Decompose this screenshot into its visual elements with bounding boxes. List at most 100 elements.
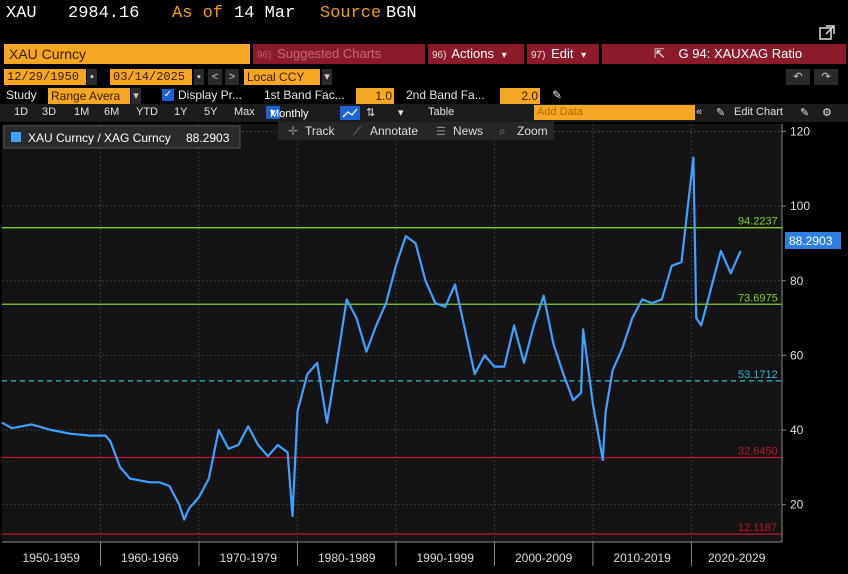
external-link-icon[interactable]: ⇱: [654, 46, 665, 61]
quote-header: XAU 2984.16 As of 14 Mar Source BGN: [0, 0, 848, 40]
study-label: Study: [6, 88, 37, 102]
track-button[interactable]: Track: [305, 124, 336, 138]
band2-field[interactable]: 2.0: [500, 88, 540, 104]
period-1d[interactable]: 1D: [14, 106, 29, 118]
security-field[interactable]: XAU Curncy: [4, 44, 250, 64]
start-calendar-icon[interactable]: ▪: [87, 69, 97, 85]
x-tick-label: 1960-1969: [121, 551, 179, 565]
legend-value: 88.2903: [186, 131, 230, 145]
date-range-bar: 12/29/1950 ▪ 03/14/2025 ▪ < > Local CCY …: [0, 69, 848, 87]
actions-label: Actions: [451, 46, 494, 61]
bands: 94.2237 73.6975 53.1712 32.6450 12.1187: [2, 216, 782, 535]
end-date-field[interactable]: 03/14/2025: [110, 69, 192, 85]
y-tick-label: 60: [790, 348, 804, 362]
frequency-dropdown[interactable]: Monthly ▾: [266, 106, 309, 120]
actions-button[interactable]: 96) Actions ▾: [428, 44, 524, 64]
main-toolbar: XAU Curncy 96) Suggested Charts 96) Acti…: [0, 44, 848, 64]
y-axis: 20 40 60 80 100 120: [781, 124, 810, 542]
popout-icon[interactable]: [818, 24, 836, 42]
legend-swatch: [11, 132, 21, 142]
period-3d[interactable]: 3D: [42, 106, 57, 118]
band-label-lower2: 12.1187: [738, 522, 777, 534]
add-data-input[interactable]: Add Data: [534, 105, 695, 120]
annotate-icon[interactable]: ⟋: [353, 124, 362, 138]
period-5y[interactable]: 5Y: [204, 106, 218, 118]
x-tick-label: 1970-1979: [220, 551, 278, 565]
x-tick-label: 2010-2019: [613, 551, 671, 565]
study-dropdown-icon[interactable]: ▾: [131, 88, 141, 104]
actions-num: 96): [432, 50, 447, 61]
band-label-upper1: 73.6975: [738, 292, 778, 304]
y-tick-label: 20: [790, 498, 804, 512]
annotate-button[interactable]: Annotate: [370, 124, 418, 138]
period-1m[interactable]: 1M: [74, 106, 90, 118]
bar-type-icon[interactable]: ⇅: [366, 107, 376, 119]
next-arrow-icon[interactable]: >: [225, 69, 239, 85]
y-tick-label: 100: [790, 199, 810, 213]
currency-dropdown-icon[interactable]: ▾: [322, 69, 332, 85]
band1-label: 1st Band Fac...: [264, 88, 345, 102]
last-value-flag: 88.2903: [785, 232, 841, 249]
series-line[interactable]: [1, 156, 742, 521]
sub-toolbar: ✛ Track ⟋ Annotate ☰ News ⌕ Zoom: [278, 122, 554, 140]
edit-chart-button[interactable]: Edit Chart: [734, 106, 783, 118]
prev-arrow-icon[interactable]: <: [208, 69, 222, 85]
news-icon[interactable]: ☰: [436, 126, 446, 138]
period-6m[interactable]: 6M: [104, 106, 120, 118]
chart-title: G 94: XAUXAG Ratio: [678, 46, 803, 61]
period-max[interactable]: Max: [234, 106, 255, 118]
crosshair-icon[interactable]: ✛: [288, 124, 298, 138]
table-button[interactable]: Table: [428, 106, 455, 118]
actions-caret-icon: ▾: [501, 50, 507, 61]
zoom-icon[interactable]: ⌕: [499, 124, 506, 138]
x-tick-label: 1980-1989: [318, 551, 376, 565]
y-tick-label: 120: [790, 124, 810, 138]
undo-icon[interactable]: ↶: [786, 69, 810, 85]
period-ytd[interactable]: YTD: [136, 106, 158, 118]
period-bar: 1D 3D 1M 6M YTD 1Y 5Y Max Monthly ▾ ⇅ ▾ …: [0, 104, 848, 122]
suggested-charts-button[interactable]: 96) Suggested Charts: [253, 44, 425, 64]
collapse-icon[interactable]: «: [696, 106, 703, 118]
display-label: Display Pr...: [178, 88, 243, 102]
y-tick-label: 40: [790, 423, 804, 437]
edit-label: Edit: [551, 46, 574, 61]
legend-label: XAU Curncy / XAG Curncy: [28, 131, 171, 145]
plot-background: [2, 124, 782, 542]
display-checkbox[interactable]: ✓: [162, 89, 174, 101]
last-value-box: [785, 232, 841, 249]
period-1y[interactable]: 1Y: [174, 106, 188, 118]
suggested-num: 96): [257, 50, 272, 61]
legend-box: [3, 125, 241, 149]
x-tick-label: 2000-2009: [515, 551, 573, 565]
more-dropdown-icon[interactable]: ▾: [398, 107, 404, 119]
pencil-icon[interactable]: ✎: [552, 88, 563, 102]
ticker: XAU: [6, 4, 37, 23]
gear-icon[interactable]: ⚙: [822, 107, 832, 119]
study-field[interactable]: Range Avera: [48, 88, 130, 104]
edit-num: 97): [531, 50, 546, 61]
band1-field[interactable]: 1.0: [356, 88, 394, 104]
pen-icon[interactable]: ✎: [800, 107, 810, 119]
edit-button[interactable]: 97) Edit ▾: [527, 44, 599, 64]
chart-title-box[interactable]: ⇱ G 94: XAUXAG Ratio: [602, 44, 846, 64]
news-button[interactable]: News: [453, 124, 483, 138]
asof-value: 14 Mar: [234, 4, 296, 23]
start-date-field[interactable]: 12/29/1950: [4, 69, 86, 85]
x-tick-label: 1990-1999: [416, 551, 474, 565]
redo-icon[interactable]: ↷: [814, 69, 838, 85]
band-label-mean: 53.1712: [738, 369, 778, 381]
edit-chart-pencil-icon[interactable]: ✎: [716, 107, 726, 119]
x-tick-label: 1950-1959: [23, 551, 81, 565]
x-axis: 1950-1959 1960-1969 1970-1979 1980-1989 1990…: [2, 541, 782, 566]
source-value: BGN: [386, 4, 417, 23]
chart-area[interactable]: 94.2237 73.6975 53.1712 32.6450 12.1187 20 40…: [0, 122, 848, 574]
legend: XAU Curncy / XAG Curncy 88.2903: [3, 125, 241, 149]
frequency-label: Monthly: [270, 108, 309, 120]
line-chart-icon[interactable]: [340, 106, 360, 120]
zoom-button[interactable]: Zoom: [517, 124, 548, 138]
price: 2984.16: [68, 4, 140, 23]
suggested-label: Suggested Charts: [277, 46, 382, 61]
asof-label: As of: [172, 4, 224, 23]
end-calendar-icon[interactable]: ▪: [194, 69, 204, 85]
currency-field[interactable]: Local CCY: [244, 69, 320, 85]
